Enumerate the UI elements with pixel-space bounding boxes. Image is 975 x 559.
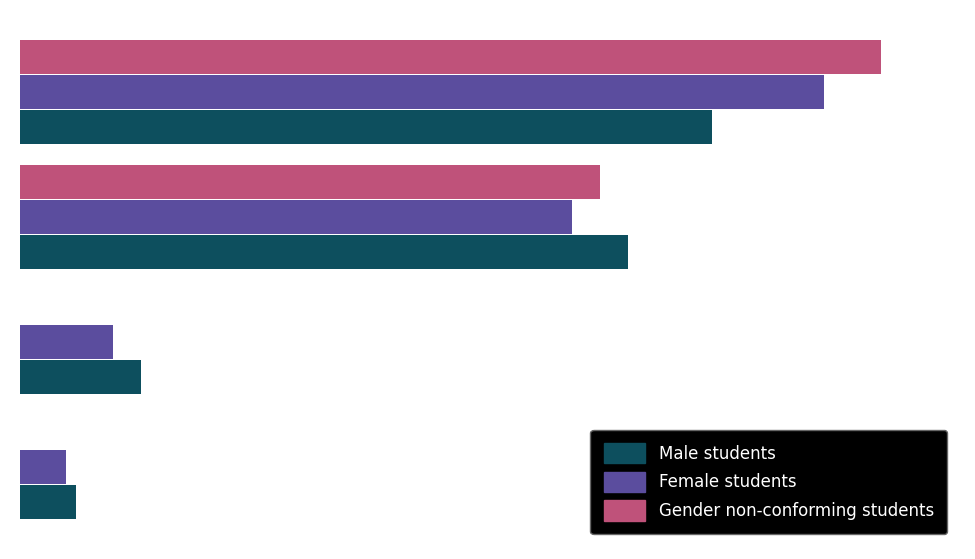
Bar xyxy=(20,360,141,394)
Bar xyxy=(20,235,628,269)
Bar xyxy=(20,165,600,199)
Bar xyxy=(20,110,712,144)
Bar xyxy=(20,325,113,359)
Bar xyxy=(20,200,571,234)
Bar xyxy=(20,485,76,519)
Bar xyxy=(20,450,66,484)
Bar xyxy=(20,40,880,74)
Legend: Male students, Female students, Gender non-conforming students: Male students, Female students, Gender n… xyxy=(590,429,947,534)
Bar xyxy=(20,75,825,109)
